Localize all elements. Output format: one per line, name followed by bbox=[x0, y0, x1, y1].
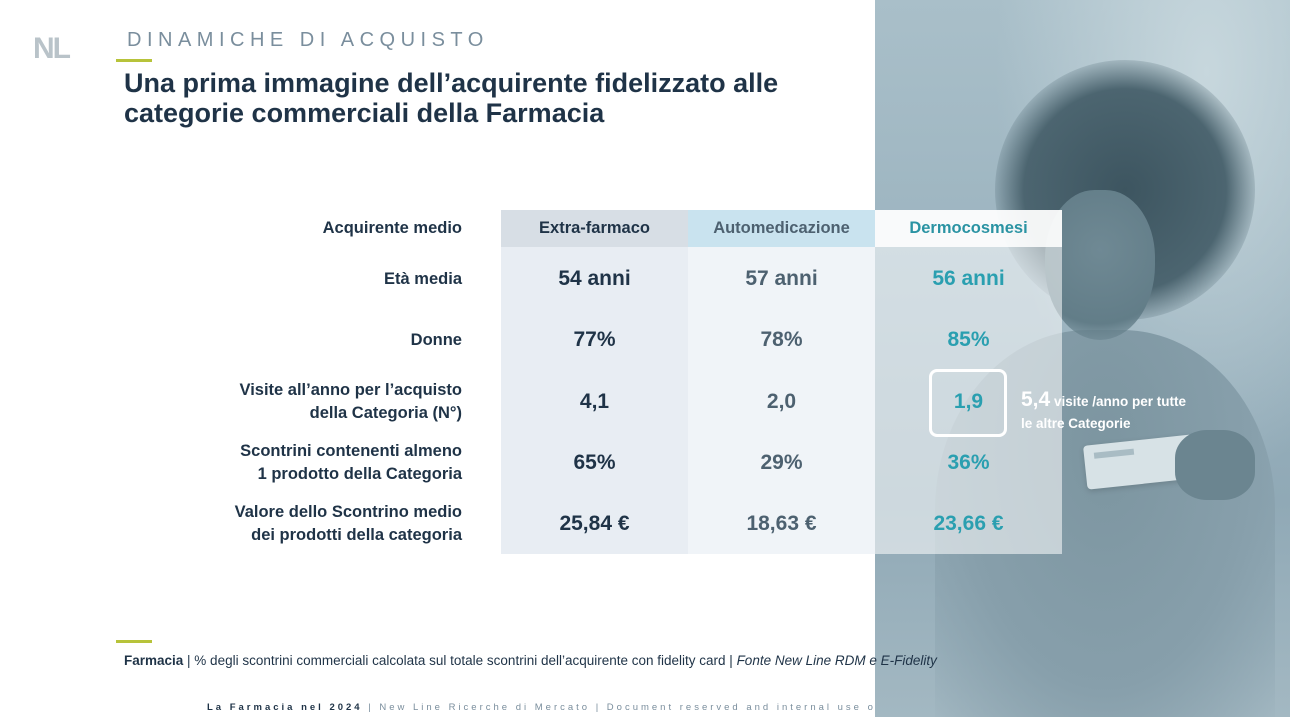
logo: NL bbox=[33, 32, 71, 65]
column-extra-farmaco-bg bbox=[501, 210, 688, 554]
cell-visite-dermo: 1,9 bbox=[953, 390, 984, 413]
cell-visite-auto: 2,0 bbox=[766, 390, 797, 413]
row-label-eta: Età media bbox=[384, 270, 462, 288]
highlight-box bbox=[929, 369, 1007, 437]
cell-donne-dermo: 85% bbox=[947, 328, 990, 351]
column-automedicazione-bg bbox=[688, 210, 875, 554]
cell-valore-dermo: 23,66 € bbox=[933, 512, 1004, 535]
cell-donne-auto: 78% bbox=[760, 328, 803, 351]
cell-scontrini-extra: 65% bbox=[573, 451, 616, 474]
bottom-bar: La Farmacia nel 2024 | New Line Ricerche… bbox=[207, 702, 875, 713]
cell-eta-auto: 57 anni bbox=[745, 267, 818, 290]
cell-eta-dermo: 56 anni bbox=[932, 267, 1005, 290]
cell-valore-auto: 18,63 € bbox=[746, 512, 817, 535]
column-header-automedicazione: Automedicazione bbox=[688, 210, 875, 247]
callout-note: 5,4 visite /anno per tutte le altre Cate… bbox=[1021, 388, 1186, 432]
cell-scontrini-dermo: 36% bbox=[947, 451, 990, 474]
section-kicker: DINAMICHE DI ACQUISTO bbox=[127, 29, 489, 51]
woman-photo bbox=[875, 0, 1290, 717]
page-title: Una prima immagine dell’acquirente fidel… bbox=[124, 68, 779, 128]
column-header-extra-farmaco: Extra-farmaco bbox=[501, 210, 688, 247]
cell-eta-extra: 54 anni bbox=[558, 267, 631, 290]
row-label-valore: Valore dello Scontrino medio dei prodott… bbox=[234, 503, 462, 544]
footer-accent-line bbox=[116, 640, 152, 643]
cell-valore-extra: 25,84 € bbox=[559, 512, 630, 535]
accent-line bbox=[116, 59, 152, 62]
footnote: Farmacia | % degli scontrini commerciali… bbox=[124, 653, 937, 668]
row-header-label: Acquirente medio bbox=[322, 219, 462, 237]
row-label-scontrini: Scontrini contenenti almeno 1 prodotto d… bbox=[240, 442, 462, 483]
cell-visite-extra: 4,1 bbox=[579, 390, 610, 413]
cell-scontrini-auto: 29% bbox=[760, 451, 803, 474]
row-label-donne: Donne bbox=[410, 331, 462, 349]
row-label-visite: Visite all’anno per l’acquisto della Cat… bbox=[239, 381, 462, 422]
column-header-dermocosmesi: Dermocosmesi bbox=[875, 210, 1062, 247]
cell-donne-extra: 77% bbox=[573, 328, 616, 351]
column-dermocosmesi-bg bbox=[875, 210, 1062, 554]
